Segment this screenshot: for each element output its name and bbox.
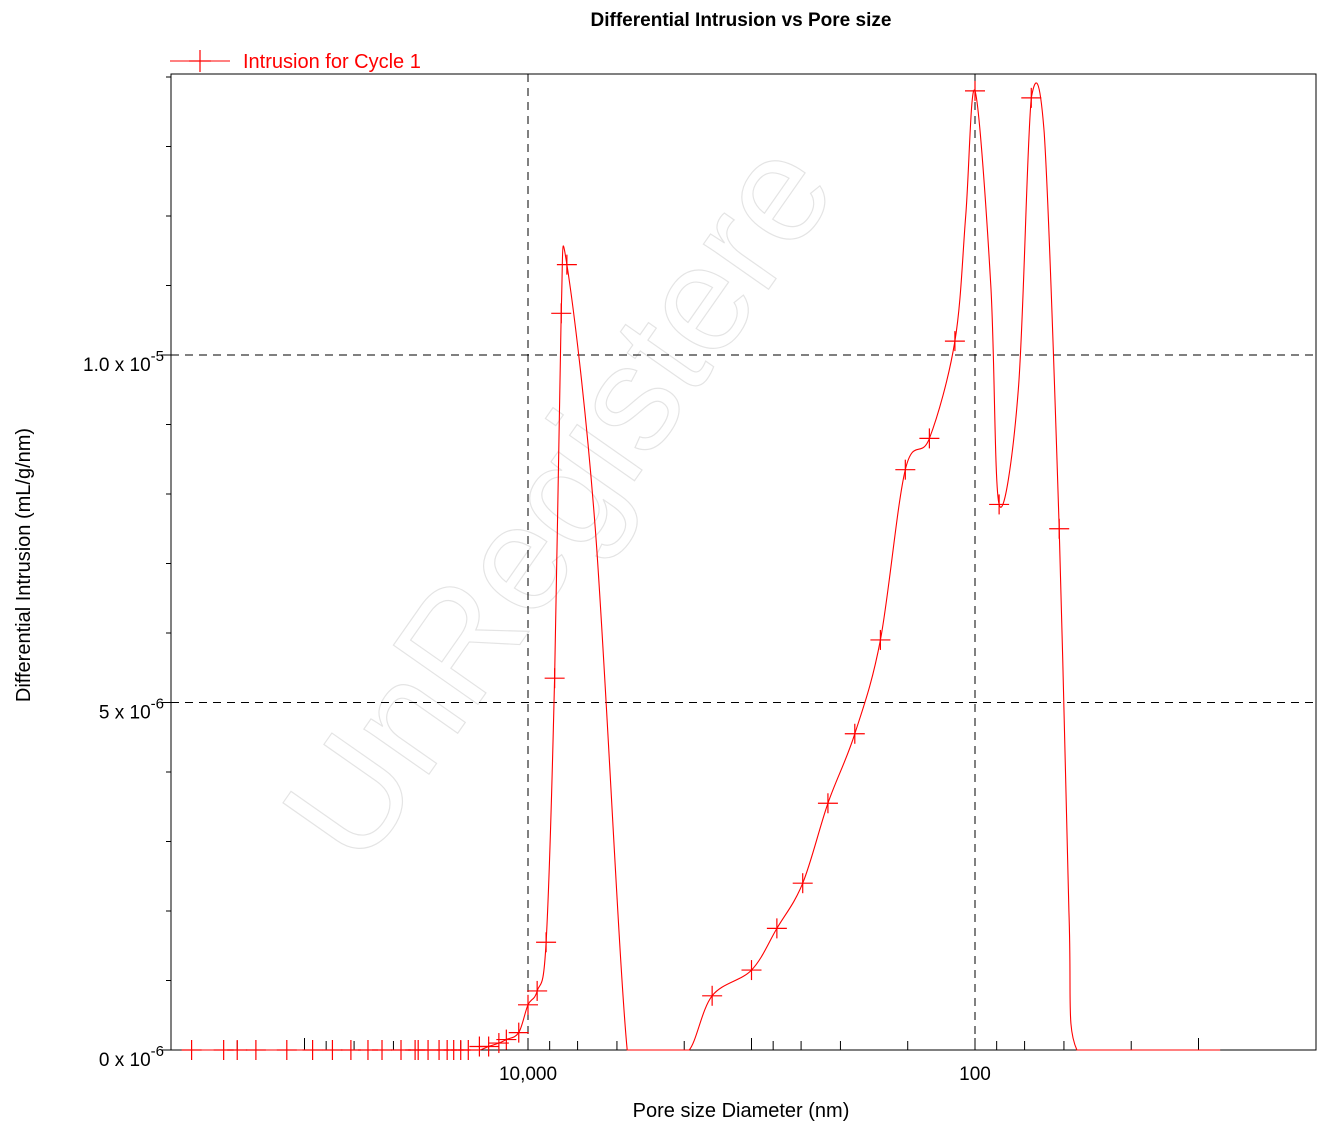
- data-point-marker: [551, 303, 572, 324]
- data-point-marker: [792, 873, 813, 894]
- data-point-marker: [518, 994, 538, 1015]
- data-point-marker: [458, 1040, 479, 1060]
- y-tick-label: 5 x 10-6: [99, 696, 164, 724]
- plot-border: [170, 73, 1317, 1051]
- data-point-marker: [536, 932, 557, 953]
- plot-frame: [170, 73, 1317, 1051]
- data-point-marker: [817, 793, 838, 814]
- y-axis-ticks: [161, 76, 171, 1051]
- data-point-marker: [1049, 518, 1070, 539]
- data-point-marker: [245, 1040, 266, 1060]
- data-point-marker: [766, 918, 787, 939]
- data-point-marker: [895, 459, 916, 480]
- data-point-marker: [741, 960, 762, 981]
- data-point-marker: [844, 723, 865, 744]
- data-point-marker: [322, 1040, 343, 1060]
- data-point-marker: [488, 1033, 509, 1054]
- series-markers: [181, 80, 1070, 1060]
- data-point-marker: [702, 985, 723, 1006]
- data-point-marker: [276, 1040, 297, 1060]
- data-point-marker: [556, 254, 577, 275]
- data-point-marker: [508, 1022, 529, 1043]
- y-tick-label: 1.0 x 10-5: [83, 348, 164, 376]
- legend: Intrusion for Cycle 1: [170, 50, 421, 73]
- grid: [171, 74, 1316, 1050]
- data-point-marker: [181, 1040, 202, 1060]
- x-tick-label: 100: [959, 1064, 991, 1085]
- data-point-marker: [965, 80, 985, 101]
- x-tick-label: 10,000: [499, 1064, 557, 1085]
- y-axis-tick-labels: 0 x 10-6 5 x 10-6 1.0 x 10-5: [83, 348, 164, 1071]
- data-point-marker: [302, 1040, 323, 1060]
- data-point-marker: [340, 1040, 361, 1060]
- data-point-marker: [496, 1029, 517, 1050]
- data-point-marker: [372, 1040, 393, 1060]
- x-axis-label: Pore size Diameter (nm): [633, 1100, 850, 1122]
- data-point-marker: [1021, 87, 1042, 108]
- data-point-marker: [919, 428, 940, 449]
- y-tick-label: 0 x 10-6: [99, 1043, 164, 1071]
- legend-label: Intrusion for Cycle 1: [243, 51, 421, 73]
- data-point-marker: [478, 1036, 499, 1057]
- chart-title: Differential Intrusion vs Pore size: [591, 10, 892, 31]
- data-point-marker: [227, 1040, 248, 1060]
- data-point-marker: [527, 980, 548, 1001]
- data-point-marker: [870, 629, 891, 650]
- y-axis-label: Differential Intrusion (mL/g/nm): [13, 428, 35, 702]
- x-axis-tick-labels: 10,000 100: [499, 1064, 991, 1085]
- data-point-marker: [989, 494, 1010, 515]
- data-point-marker: [544, 668, 565, 689]
- data-point-marker: [944, 331, 965, 352]
